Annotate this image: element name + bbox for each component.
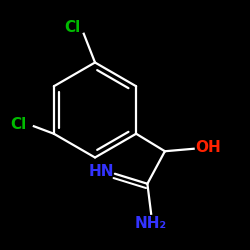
Text: Cl: Cl	[64, 20, 81, 35]
Text: Cl: Cl	[11, 118, 27, 132]
Text: NH₂: NH₂	[135, 216, 167, 231]
Text: OH: OH	[195, 140, 221, 155]
Text: HN: HN	[88, 164, 114, 179]
